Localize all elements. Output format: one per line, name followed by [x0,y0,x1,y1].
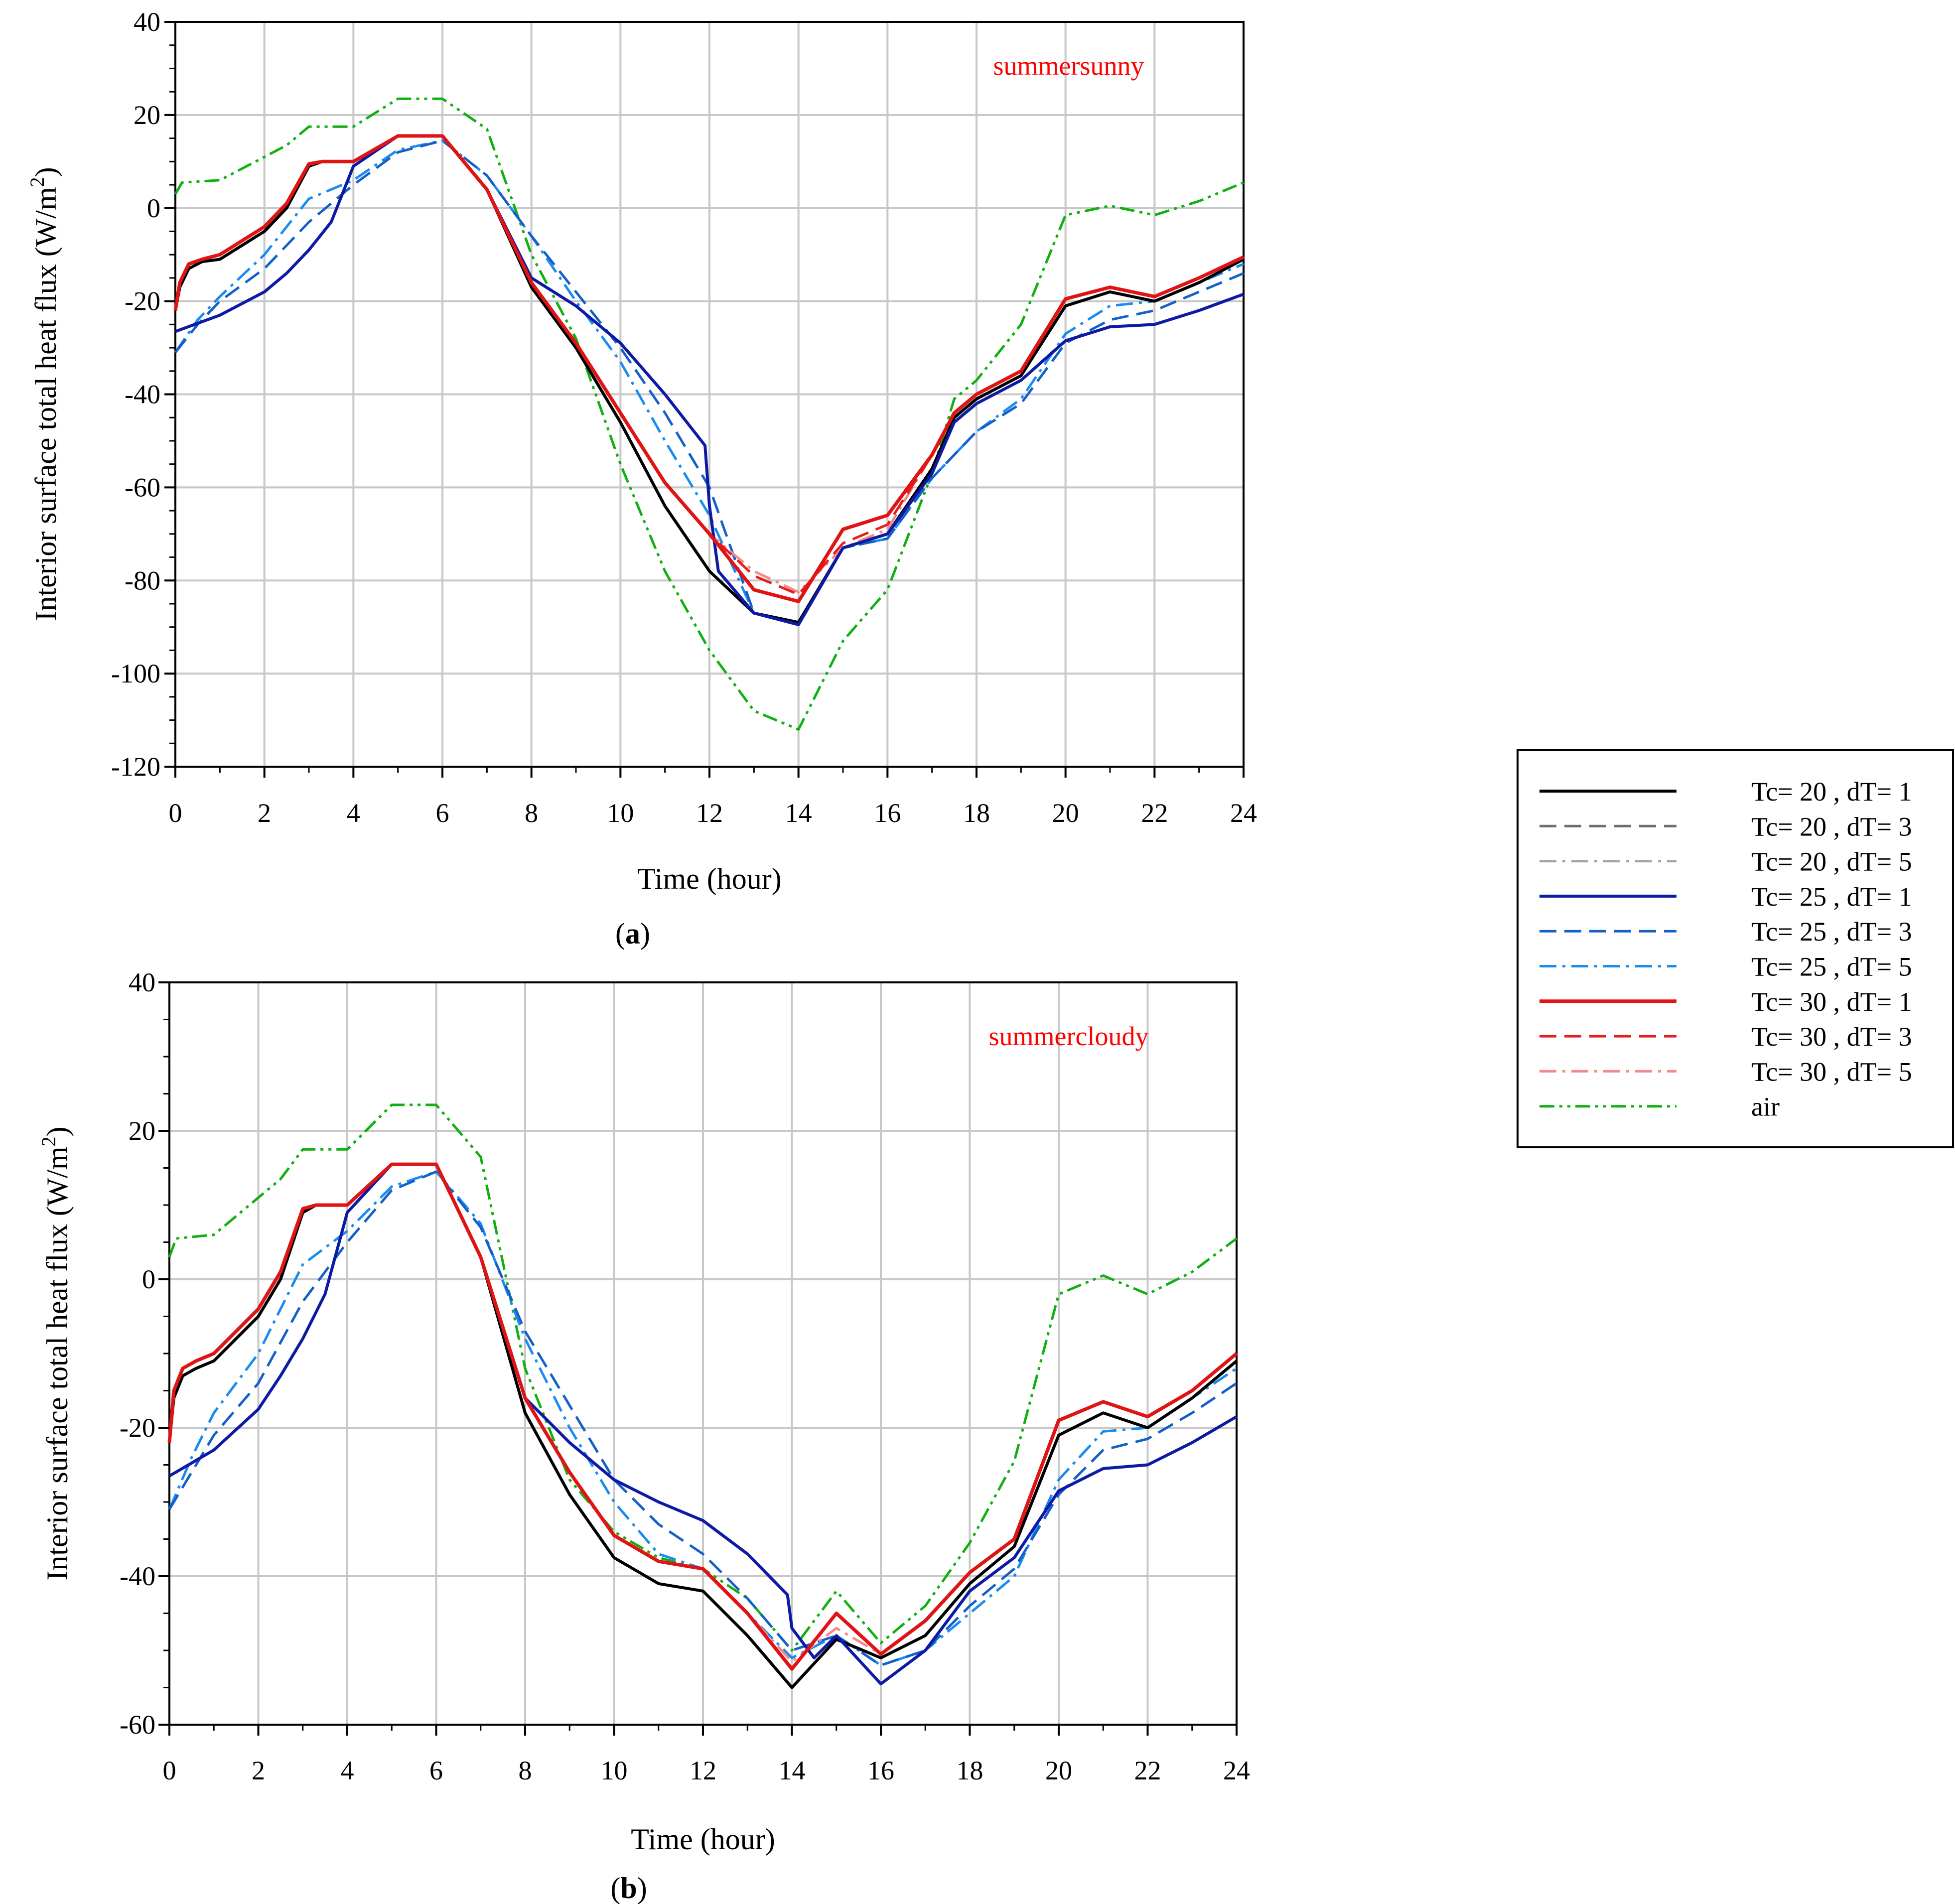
x-tick-label: 12 [690,1756,716,1785]
legend-label: Tc= 30 , dT= 5 [1751,1057,1912,1087]
x-tick-label: 0 [163,1756,176,1785]
legend-entry-tc20_dt3: Tc= 20 , dT= 3 [1539,812,1912,841]
series-line-tc30_dt1-b [167,1162,1238,1671]
legend-entry-tc20_dt5: Tc= 20 , dT= 5 [1539,847,1912,877]
y-tick-label: -100 [111,659,160,688]
legend-entry-tc30_dt1: Tc= 30 , dT= 1 [1539,987,1912,1017]
y-tick-label: 0 [147,193,160,223]
annotation-summercloudy: summercloudy [989,1021,1149,1051]
series-line-tc20_dt1-a [174,134,1245,624]
y-tick-label: -120 [111,752,160,782]
legend-label: Tc= 20 , dT= 1 [1751,777,1912,807]
legend-box [1517,749,1954,1148]
x-tick-label: 8 [525,798,538,828]
legend-label: Tc= 25 , dT= 3 [1751,917,1912,947]
y-tick-label: 40 [134,7,160,37]
series-line-tc20_dt1-b [168,1163,1238,1689]
x-tick-label: 20 [1052,798,1079,828]
y-tick-label: -60 [125,472,160,502]
chart-panel-a: 0 2 4 6 8 10 12 14 16 18 20 22 24-120-100-80-60-40-2… [26,7,1257,950]
x-tick-label: 18 [957,1756,983,1785]
series-line-tc25_dt5-a [174,139,1244,626]
series-line-tc25_dt5-b [168,1170,1238,1667]
series-line-tc25_dt1-a [174,134,1245,626]
x-tick-label: 14 [785,798,812,828]
series-line-air-b [168,1103,1238,1652]
x-axis-label-a: Time (hour) [637,862,781,895]
x-tick-label: 2 [258,798,271,828]
legend-label: Tc= 30 , dT= 3 [1751,1022,1912,1052]
y-tick-label: 20 [129,1116,155,1146]
panel-label-b: (b) [610,1872,647,1904]
legend-label: Tc= 30 , dT= 1 [1751,987,1912,1017]
series-line-tc25_dt3-a [174,139,1244,626]
y-tick-label: -60 [120,1710,155,1740]
x-tick-label: 4 [347,798,360,828]
legend-entry-air: air [1539,1092,1780,1122]
x-axis-label-b: Time (hour) [631,1823,775,1856]
x-tick-label: 4 [341,1756,354,1785]
legend-label: air [1751,1092,1780,1122]
x-tick-label: 24 [1230,798,1257,828]
legend-label: Tc= 20 , dT= 3 [1751,812,1912,841]
x-tick-label: 10 [601,1756,628,1785]
y-tick-label: 20 [134,100,160,130]
x-tick-label: 14 [779,1756,806,1785]
x-tick-label: 2 [252,1756,265,1785]
series-line-tc30_dt1-a [173,134,1245,603]
y-tick-label: -20 [125,286,160,316]
x-tick-label: 6 [429,1756,443,1785]
x-tick-label: 8 [519,1756,532,1785]
y-tick-label: -20 [120,1413,155,1443]
y-tick-label: -40 [120,1561,155,1591]
y-tick-label: 40 [129,967,155,997]
legend-label: Tc= 25 , dT= 1 [1751,882,1912,912]
annotation-summersunny: summersunny [993,51,1144,81]
y-axis-label-a: Interior surface total heat flux (W/m2) [26,167,62,621]
legend-label: Tc= 25 , dT= 5 [1751,952,1912,982]
legend-entry-tc25_dt3: Tc= 25 , dT= 3 [1539,917,1912,947]
x-tick-label: 18 [963,798,990,828]
legend-entry-tc25_dt5: Tc= 25 , dT= 5 [1539,952,1912,982]
series-line-tc25_dt3-b [168,1170,1238,1667]
y-tick-label: -40 [125,380,160,409]
x-tick-label: 16 [867,1756,894,1785]
legend-label: Tc= 20 , dT= 5 [1751,847,1912,877]
x-tick-label: 22 [1134,1756,1161,1785]
y-axis-label-b: Interior surface total heat flux (W/m2) [37,1126,74,1580]
x-tick-label: 10 [607,798,634,828]
series-line-tc25_dt1-b [168,1163,1238,1686]
x-tick-label: 24 [1223,1756,1250,1785]
x-tick-label: 22 [1141,798,1168,828]
series-line-air-a [174,97,1244,731]
y-tick-label: 0 [142,1264,155,1294]
x-tick-label: 6 [436,798,449,828]
x-tick-label: 12 [696,798,723,828]
panel-label-a: (a) [615,917,650,950]
x-tick-label: 20 [1045,1756,1072,1785]
legend: Tc= 20 , dT= 1 Tc= 20 , dT= 3 Tc= 20 , dT=… [1517,749,1954,1148]
legend-entry-tc30_dt3: Tc= 30 , dT= 3 [1539,1022,1912,1052]
legend-entry-tc30_dt5: Tc= 30 , dT= 5 [1539,1057,1912,1087]
legend-entry-tc20_dt1: Tc= 20 , dT= 1 [1539,777,1912,807]
legend-entry-tc25_dt1: Tc= 25 , dT= 1 [1539,882,1912,912]
y-tick-label: -80 [125,565,160,595]
x-tick-label: 16 [874,798,901,828]
x-tick-label: 0 [169,798,182,828]
